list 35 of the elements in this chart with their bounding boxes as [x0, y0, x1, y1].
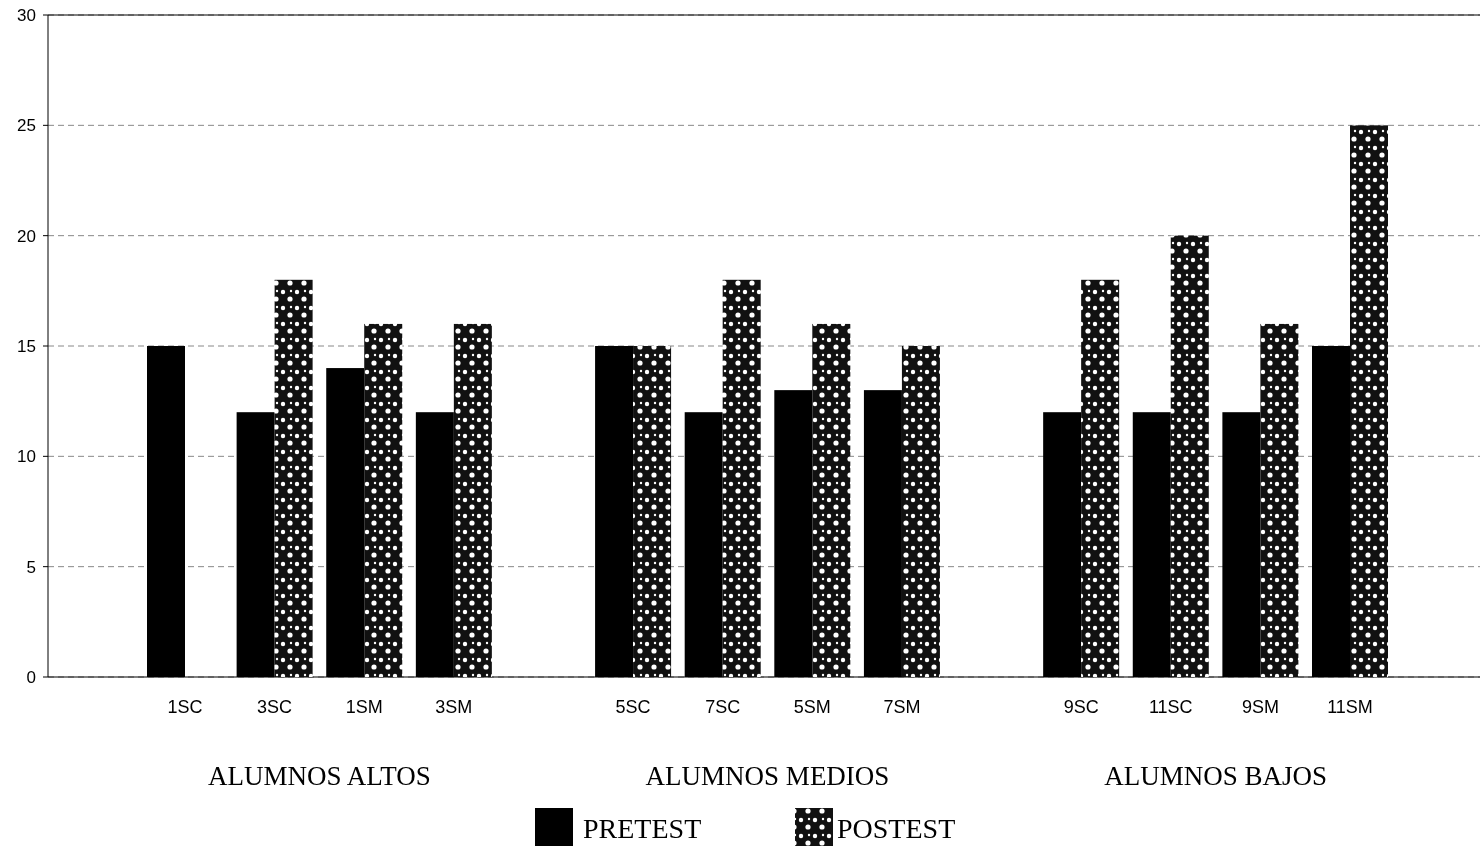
y-tick-label: 30: [17, 6, 36, 25]
legend-label: PRETEST: [583, 813, 702, 844]
bar: [364, 323, 403, 677]
bar: [1081, 279, 1120, 677]
x-tick-label: 9SC: [1063, 697, 1099, 717]
y-tick-label: 5: [26, 557, 36, 577]
x-tick-label: 1SM: [345, 697, 383, 717]
bar: [812, 323, 851, 677]
bar: [901, 346, 940, 677]
bar: [1350, 125, 1388, 677]
legend-label: POSTEST: [837, 813, 956, 844]
bar: [1260, 323, 1299, 677]
y-tick-label: 0: [26, 668, 36, 687]
bar: [722, 279, 761, 677]
y-tick-label: 20: [17, 226, 36, 246]
y-tick-label: 15: [17, 337, 36, 356]
x-tick-label: 3SM: [435, 697, 473, 717]
text: ALUMNOS ALTOS: [208, 761, 431, 791]
x-tick-label: 5SM: [793, 697, 831, 717]
x-tick-label: 7SC: [705, 697, 741, 717]
bar: [1170, 235, 1209, 677]
x-tick-label: 11SC: [1148, 697, 1193, 717]
y-tick-label: 10: [17, 447, 36, 467]
bar: [453, 323, 492, 677]
x-tick-label: 5SC: [615, 697, 651, 717]
y-tick-label: 25: [17, 116, 36, 136]
bar: [274, 279, 313, 677]
x-tick-label: 3SC: [257, 697, 293, 717]
text: ALUMNOS BAJOS: [1104, 761, 1327, 791]
x-tick-label: 7SM: [883, 697, 921, 717]
x-tick-label: 1SC: [167, 697, 203, 717]
text: ALUMNOS MEDIOS: [645, 761, 890, 791]
x-tick-label: 9SM: [1241, 697, 1279, 717]
x-tick-label: 11SM: [1327, 697, 1373, 717]
bar: [633, 346, 672, 677]
